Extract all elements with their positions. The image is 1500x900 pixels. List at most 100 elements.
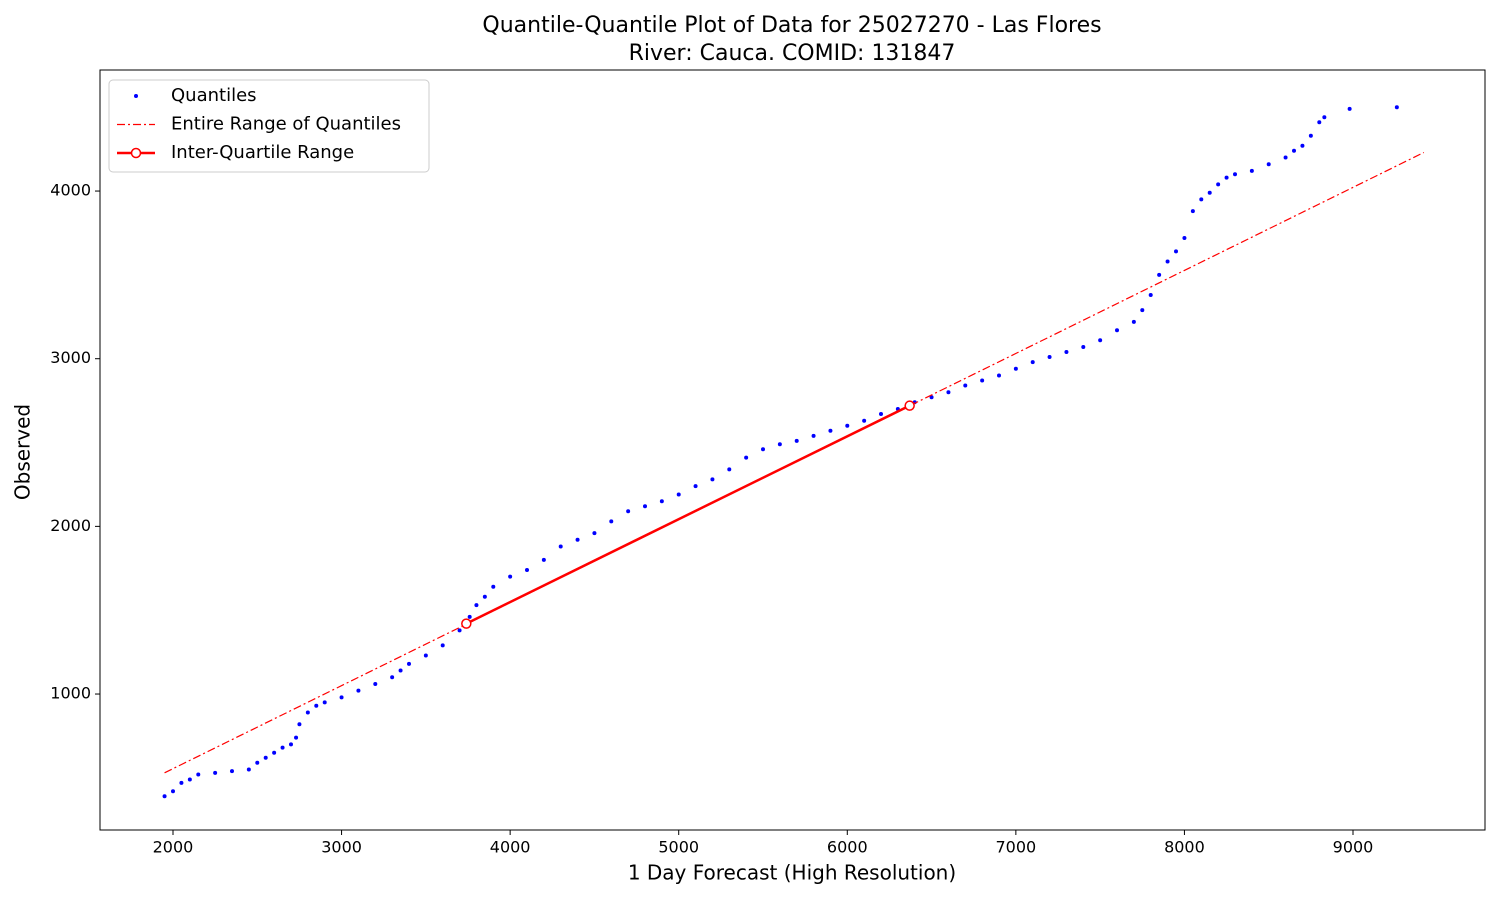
iqr-line: [465, 404, 911, 625]
quantile-point: [134, 94, 138, 98]
quantile-point: [1165, 259, 1170, 264]
legend-box: [108, 79, 430, 173]
quantile-point: [1115, 328, 1120, 333]
quantile-point: [467, 614, 472, 619]
y-axis-label: Observed: [11, 404, 35, 500]
quantile-point: [305, 710, 310, 715]
quantile-point: [1140, 308, 1145, 313]
quantile-point: [642, 504, 647, 509]
quantile-point: [1174, 249, 1179, 254]
quantile-point: [1308, 133, 1313, 138]
quantile-point: [1317, 120, 1322, 125]
x-tick-label: 5000: [658, 838, 699, 857]
quantile-point: [862, 418, 867, 423]
quantile-point: [1064, 350, 1069, 355]
quantile-point: [760, 447, 765, 452]
quantile-point: [1081, 344, 1086, 349]
y-tick-label: 1000: [50, 684, 91, 703]
quantile-point: [508, 574, 513, 579]
quantile-point: [373, 681, 378, 686]
quantile-point: [1013, 366, 1018, 371]
quantile-point: [1233, 172, 1238, 177]
quantile-point: [187, 777, 192, 782]
quantile-point: [1157, 272, 1162, 277]
x-tick-label: 4000: [490, 838, 531, 857]
quantile-point: [828, 428, 833, 433]
quantile-point: [1199, 197, 1204, 202]
quantile-point: [1266, 162, 1271, 167]
x-tick-label: 8000: [1164, 838, 1205, 857]
quantile-point: [1216, 182, 1221, 187]
quantile-point: [280, 745, 285, 750]
quantile-point: [255, 760, 260, 765]
quantile-point: [263, 755, 268, 760]
quantile-point: [288, 742, 293, 747]
quantile-point: [213, 770, 218, 775]
x-tick-label: 2000: [153, 838, 194, 857]
x-tick-label: 3000: [321, 838, 362, 857]
quantile-point: [811, 433, 816, 438]
legend-label: Inter-Quartile Range: [171, 142, 354, 163]
y-tick-label: 3000: [50, 348, 91, 367]
quantile-point: [676, 492, 681, 497]
quantile-point: [1322, 115, 1327, 120]
quantile-point: [1283, 155, 1288, 160]
quantile-point: [744, 455, 749, 460]
quantile-point: [196, 772, 201, 777]
quantile-point: [659, 499, 664, 504]
quantile-point: [541, 557, 546, 562]
quantile-point: [457, 628, 462, 633]
quantile-point: [1131, 319, 1136, 324]
quantile-point: [440, 643, 445, 648]
quantile-point: [297, 722, 302, 727]
quantile-point: [592, 531, 597, 536]
quantile-point: [1148, 292, 1153, 297]
quantile-point: [398, 668, 403, 673]
quantile-point: [946, 390, 951, 395]
y-tick-label: 2000: [50, 516, 91, 535]
quantile-point: [314, 703, 319, 708]
quantile-point: [322, 700, 327, 705]
quantile-point: [997, 373, 1002, 378]
quantile-point: [162, 794, 167, 799]
quantile-point: [272, 750, 277, 755]
quantile-point: [929, 395, 934, 400]
quantile-point: [845, 423, 850, 428]
quantile-point: [558, 544, 563, 549]
quantile-point: [482, 594, 487, 599]
quantile-point: [524, 567, 529, 572]
quantile-point: [1249, 168, 1254, 173]
quantile-point: [294, 735, 299, 740]
quantile-point: [423, 653, 428, 658]
quantile-point: [879, 412, 884, 417]
quantile-point: [1292, 148, 1297, 153]
quantile-point: [1030, 360, 1035, 365]
quantile-point: [1224, 175, 1229, 180]
quantile-point: [727, 467, 732, 472]
legend-label: Quantiles: [171, 85, 257, 106]
chart-title: Quantile-Quantile Plot of Data for 25027…: [482, 13, 1101, 38]
x-axis-label: 1 Day Forecast (High Resolution): [628, 861, 956, 885]
quantile-point: [1182, 235, 1187, 240]
chart-subtitle: River: Cauca. COMID: 131847: [629, 41, 956, 66]
quantile-point: [356, 688, 361, 693]
quantile-point: [474, 603, 479, 608]
quantile-point: [1300, 143, 1305, 148]
quantile-point: [406, 661, 411, 666]
quantile-point: [980, 378, 985, 383]
quantile-point: [963, 383, 968, 388]
quantile-point: [693, 484, 698, 489]
quantile-point: [229, 769, 234, 774]
quantile-point: [710, 477, 715, 482]
quantile-point: [609, 519, 614, 524]
x-tick-label: 6000: [827, 838, 868, 857]
quantile-point: [575, 537, 580, 542]
quantile-point: [794, 438, 799, 443]
quantile-point: [1207, 190, 1212, 195]
x-tick-label: 7000: [996, 838, 1037, 857]
quantile-point: [170, 789, 175, 794]
quantile-point: [1047, 355, 1052, 360]
quantile-point: [491, 584, 496, 589]
quantile-point: [179, 780, 184, 785]
